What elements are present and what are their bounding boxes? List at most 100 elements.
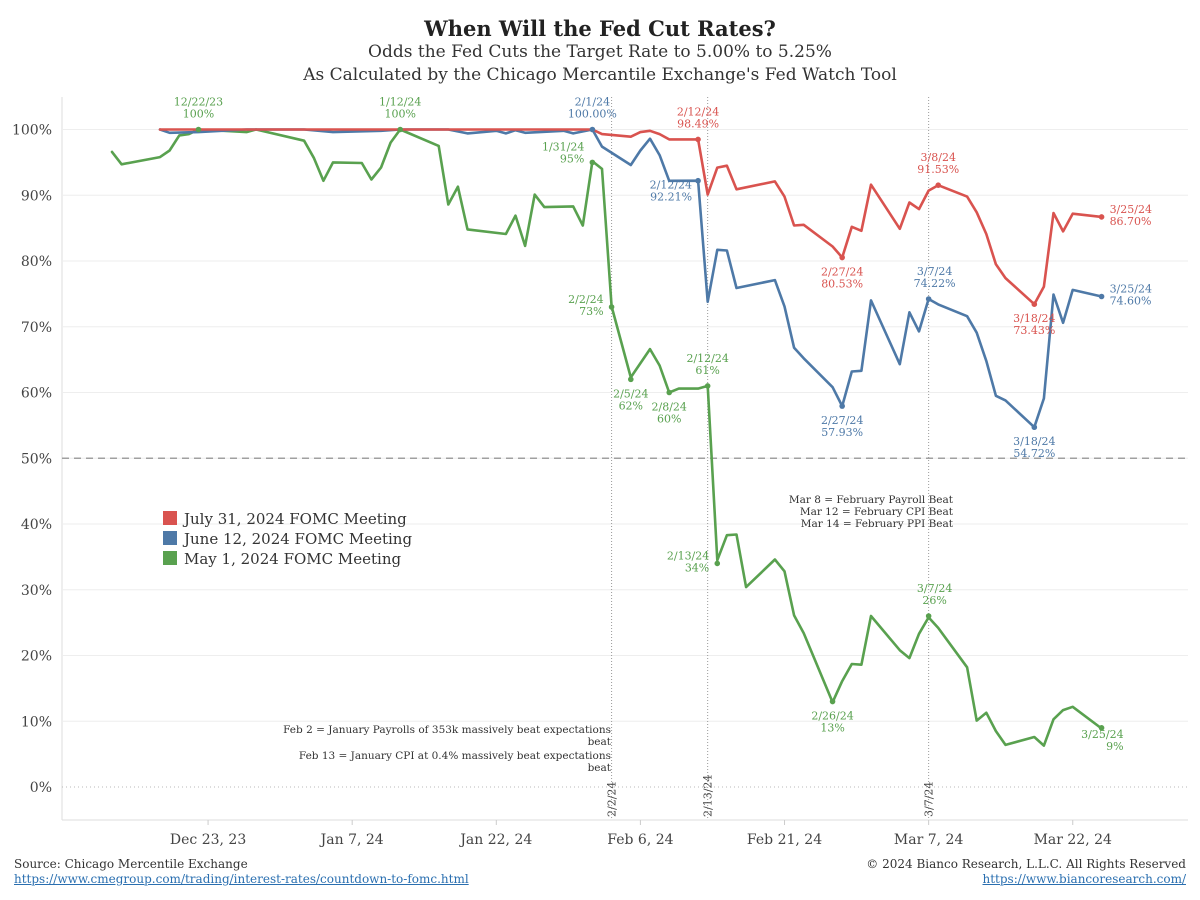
data-point-marker xyxy=(628,376,634,383)
annotation-text: beat xyxy=(588,736,612,748)
event-reference-label: 2/13/24 xyxy=(702,775,715,817)
annotation-text: Mar 12 = February CPI Beat xyxy=(800,506,954,518)
data-label-date: 2/12/24 xyxy=(650,179,692,192)
data-label-value: 80.53% xyxy=(821,278,863,291)
x-tick-label: Dec 23, 23 xyxy=(170,832,246,848)
data-point-marker xyxy=(1031,424,1038,431)
series-line xyxy=(158,128,1103,429)
y-tick-label: 90% xyxy=(21,188,52,204)
data-point-marker xyxy=(1098,293,1105,300)
x-tick-label: Mar 22, 24 xyxy=(1034,832,1112,848)
data-label-date: 2/1/24 xyxy=(575,96,610,109)
data-label-value: 100.00% xyxy=(568,108,617,121)
chart-title: When Will the Fed Cut Rates? xyxy=(424,16,776,41)
data-label-date: 3/25/24 xyxy=(1110,283,1152,296)
y-tick-label: 50% xyxy=(21,451,52,467)
data-label-value: 73.43% xyxy=(1013,324,1055,337)
data-label-date: 3/7/24 xyxy=(917,265,952,278)
data-label-value: 74.22% xyxy=(914,277,956,290)
copyright-note: © 2024 Bianco Research, L.L.C. All Right… xyxy=(866,857,1186,871)
source-note: Source: Chicago Mercentile Exchange xyxy=(14,857,248,871)
data-label-value: 100% xyxy=(384,108,415,121)
data-label-value: 34% xyxy=(685,561,709,574)
data-label-value: 9% xyxy=(1106,740,1123,753)
data-label-value: 86.70% xyxy=(1110,215,1152,228)
x-tick-label: Feb 6, 24 xyxy=(607,832,673,848)
annotation-text: Feb 2 = January Payrolls of 353k massive… xyxy=(283,724,611,736)
x-tick-label: Jan 22, 24 xyxy=(458,832,532,848)
source-link-wrap: https://www.cmegroup.com/trading/interes… xyxy=(14,872,469,886)
y-tick-label: 10% xyxy=(21,714,52,730)
data-point-marker xyxy=(704,383,711,389)
data-point-marker xyxy=(608,304,615,310)
data-label-value: 73% xyxy=(579,305,603,318)
data-point-marker xyxy=(666,389,673,396)
legend-label: July 31, 2024 FOMC Meeting xyxy=(182,510,407,528)
data-label-value: 92.21% xyxy=(650,191,692,204)
data-point-marker xyxy=(1098,214,1105,220)
x-tick-label: Mar 7, 24 xyxy=(894,832,964,848)
data-point-marker xyxy=(829,698,836,705)
data-label-date: 3/18/24 xyxy=(1013,435,1055,448)
series-line xyxy=(158,128,1103,306)
data-point-marker xyxy=(397,126,404,133)
y-tick-label: 0% xyxy=(30,780,52,796)
data-label-date: 3/7/24 xyxy=(917,582,952,595)
data-label-date: 2/26/24 xyxy=(811,710,853,723)
data-label-date: 1/31/24 xyxy=(542,140,584,153)
data-label-date: 3/25/24 xyxy=(1081,728,1123,741)
site-link[interactable]: https://www.biancoresearch.com/ xyxy=(982,872,1186,886)
data-label-date: 2/5/24 xyxy=(613,387,648,400)
data-label-date: 2/12/24 xyxy=(686,352,728,365)
data-label-value: 100% xyxy=(183,108,214,121)
data-point-marker xyxy=(839,254,845,261)
source-link[interactable]: https://www.cmegroup.com/trading/interes… xyxy=(14,872,469,886)
x-tick-label: Jan 7, 24 xyxy=(319,832,384,848)
data-label-date: 2/2/24 xyxy=(568,293,603,306)
series-line xyxy=(110,128,1103,747)
data-point-marker xyxy=(589,126,596,133)
data-point-marker xyxy=(1098,725,1105,731)
data-label-value: 54.72% xyxy=(1013,447,1055,460)
data-label-date: 1/12/24 xyxy=(379,96,421,109)
y-tick-label: 20% xyxy=(21,649,52,665)
data-point-marker xyxy=(839,403,845,409)
y-tick-label: 60% xyxy=(21,386,52,402)
data-point-marker xyxy=(195,126,202,133)
data-point-marker xyxy=(695,136,701,143)
annotation-text: beat xyxy=(588,762,612,774)
data-point-marker xyxy=(714,560,721,567)
data-label-value: 95% xyxy=(560,152,584,165)
data-label-date: 2/8/24 xyxy=(652,401,687,414)
annotation-text: Feb 13 = January CPI at 0.4% massively b… xyxy=(299,750,611,762)
data-point-marker xyxy=(925,296,932,302)
data-label-date: 3/25/24 xyxy=(1110,203,1152,216)
chart-subtitle-2: As Calculated by the Chicago Mercantile … xyxy=(303,65,897,85)
data-label-date: 2/13/24 xyxy=(667,549,709,562)
data-label-value: 26% xyxy=(922,594,946,607)
x-tick-label: Feb 21, 24 xyxy=(747,832,822,848)
data-label-date: 2/27/24 xyxy=(821,266,863,279)
data-point-marker xyxy=(935,182,942,188)
data-label-date: 2/27/24 xyxy=(821,414,863,427)
legend-label: May 1, 2024 FOMC Meeting xyxy=(184,550,401,568)
data-label-value: 60% xyxy=(657,413,681,426)
data-point-marker xyxy=(1031,301,1038,307)
annotation-text: Mar 14 = February PPI Beat xyxy=(801,518,954,530)
data-label-value: 74.60% xyxy=(1110,295,1152,308)
data-label-date: 2/12/24 xyxy=(677,105,719,118)
data-label-value: 91.53% xyxy=(917,163,959,176)
y-tick-label: 70% xyxy=(21,320,52,336)
annotation-text: Mar 8 = February Payroll Beat xyxy=(789,494,954,506)
data-label-value: 61% xyxy=(695,364,719,377)
data-label-date: 12/22/23 xyxy=(174,96,223,109)
y-tick-label: 40% xyxy=(21,517,52,533)
data-label-value: 13% xyxy=(820,722,844,735)
legend-swatch xyxy=(163,551,177,565)
data-point-marker xyxy=(695,177,701,184)
data-label-date: 3/18/24 xyxy=(1013,312,1055,325)
y-tick-label: 100% xyxy=(12,123,52,139)
y-tick-label: 30% xyxy=(21,583,52,599)
event-reference-label: 2/2/24 xyxy=(606,782,619,817)
